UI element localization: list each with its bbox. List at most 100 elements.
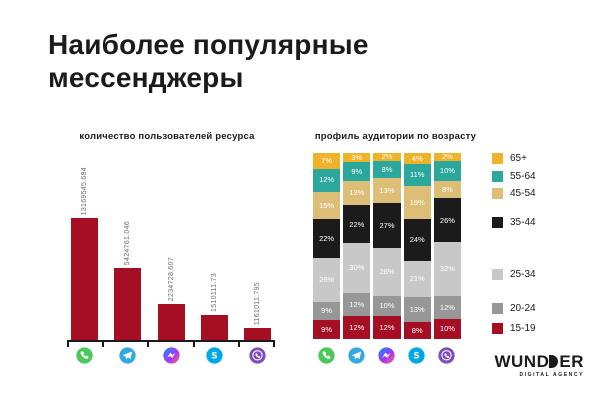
- age-segment-45-54: 19%: [403, 185, 431, 220]
- legend-label: 25-34: [510, 269, 536, 280]
- viber-icon: [438, 347, 455, 364]
- age-segment-15-19: 8%: [403, 321, 431, 339]
- age-segment-65+: 7%: [313, 153, 341, 169]
- legend-swatch: [492, 269, 503, 280]
- age-segment-25-34: 21%: [403, 260, 431, 298]
- stacked-bar-skype: 4% 11% 19% 24% 21% 13% 8%: [403, 153, 431, 339]
- bar-value-label: 1161011.795: [254, 281, 261, 325]
- legend-label: 15-19: [510, 323, 536, 334]
- wunder-logo-tagline: DIGITAL AGENCY: [519, 372, 584, 378]
- whatsapp-icon: [76, 347, 93, 364]
- viber-icon: [249, 347, 266, 364]
- bar-fill: [158, 304, 185, 341]
- telegram-icon: [119, 347, 136, 364]
- bar-fill: [114, 268, 141, 341]
- legend-item-20-24: 20-24: [492, 303, 536, 314]
- bar-value-label: 1510111.73: [211, 273, 218, 312]
- users-bar-viber: 1161011.795: [244, 282, 271, 341]
- legend-swatch: [492, 188, 503, 199]
- legend-swatch: [492, 153, 503, 164]
- legend-label: 45-54: [510, 188, 536, 199]
- users-bar-skype: 1510111.73: [201, 273, 228, 341]
- age-segment-45-54: 8%: [433, 181, 462, 199]
- legend-label: 55-64: [510, 171, 536, 182]
- bar-fill: [201, 315, 228, 341]
- age-segment-55-64: 11%: [403, 164, 431, 186]
- logo-text-part2: ER: [559, 352, 584, 371]
- legend-label: 20-24: [510, 303, 536, 314]
- age-segment-65+: 2%: [373, 153, 401, 162]
- age-segment-55-64: 12%: [313, 168, 341, 192]
- age-segment-20-24: 9%: [313, 301, 341, 321]
- age-segment-55-64: 9%: [343, 162, 371, 181]
- wunder-logo-word: WUND ER: [494, 353, 584, 370]
- age-segment-45-54: 13%: [343, 180, 371, 206]
- legend-swatch: [492, 303, 503, 314]
- age-segment-35-44: 27%: [373, 202, 401, 249]
- age-segment-20-24: 10%: [373, 295, 401, 316]
- legend-label: 35-44: [510, 217, 536, 228]
- whatsapp-icon: [318, 347, 335, 364]
- wunder-logo: WUND ER DIGITAL AGENCY: [494, 353, 584, 378]
- age-segment-15-19: 12%: [373, 315, 401, 339]
- age-segment-65+: 3%: [343, 153, 371, 163]
- stacked-bar-whatsapp: 7% 12% 15% 22% 26% 9% 9%: [313, 153, 341, 340]
- age-segment-20-24: 13%: [403, 297, 431, 322]
- age-segment-25-34: 28%: [373, 248, 401, 296]
- bar-value-label: 5424761.046: [124, 220, 131, 265]
- age-segment-65+: 2%: [433, 153, 462, 162]
- age-segment-65+: 4%: [403, 153, 431, 165]
- messenger-icon: [163, 347, 180, 364]
- age-segment-15-19: 12%: [343, 316, 371, 339]
- legend-item-55-64: 55-64: [492, 171, 536, 182]
- bar-value-label: 13169545.684: [81, 166, 88, 215]
- age-segment-15-19: 10%: [433, 318, 462, 339]
- x-axis: [67, 340, 275, 347]
- age-segment-20-24: 12%: [343, 293, 371, 317]
- age-segment-35-44: 26%: [433, 198, 462, 243]
- stacked-bar-viber: 2% 10% 8% 26% 32% 12% 10%: [433, 153, 462, 339]
- skype-icon: S: [408, 347, 425, 364]
- users-bar-whatsapp: 13169545.684: [71, 167, 98, 341]
- legend-item-15-19: 15-19: [492, 323, 536, 334]
- age-segment-25-34: 26%: [313, 257, 341, 302]
- age-segment-20-24: 12%: [433, 295, 462, 319]
- telegram-icon: [348, 347, 365, 364]
- age-segment-35-44: 24%: [403, 219, 431, 261]
- age-segment-25-34: 30%: [343, 243, 371, 294]
- bar-fill: [244, 328, 271, 341]
- age-segment-45-54: 15%: [313, 191, 341, 220]
- legend-item-65plus: 65+: [492, 153, 527, 164]
- stacked-bar-messenger: 2% 8% 13% 27% 28% 10% 12%: [373, 153, 401, 339]
- stacked-bar-telegram: 3% 9% 13% 22% 30% 12% 12%: [343, 153, 371, 339]
- legend-item-45-54: 45-54: [492, 188, 536, 199]
- age-segment-15-19: 9%: [313, 320, 341, 340]
- age-segment-55-64: 8%: [373, 161, 401, 179]
- page-title-line2: мессенджеры: [48, 62, 244, 94]
- age-segment-45-54: 13%: [373, 178, 401, 203]
- logo-d-mark: [549, 355, 559, 368]
- legend-label: 65+: [510, 153, 527, 164]
- age-segment-35-44: 22%: [313, 219, 341, 258]
- bar-fill: [71, 218, 98, 341]
- users-bar-telegram: 5424761.046: [114, 221, 141, 341]
- skype-icon: S: [206, 347, 223, 364]
- legend-item-25-34: 25-34: [492, 269, 536, 280]
- legend-item-35-44: 35-44: [492, 217, 536, 228]
- messenger-icon: [378, 347, 395, 364]
- users-bar-messenger: 2234728.607: [158, 257, 185, 341]
- age-segment-35-44: 22%: [343, 205, 371, 244]
- bar-value-label: 2234728.607: [168, 256, 175, 301]
- age-chart-title: профиль аудитории по возрасту: [314, 131, 477, 142]
- page-title: Наиболее популярные мессенджеры: [48, 28, 369, 94]
- legend-swatch: [492, 171, 503, 182]
- legend-swatch: [492, 217, 503, 228]
- page-title-line1: Наиболее популярные: [48, 29, 369, 60]
- svg-text:S: S: [413, 352, 419, 362]
- logo-text-part1: WUND: [494, 352, 550, 371]
- age-stacked-chart: 7% 12% 15% 22% 26% 9% 9% 3% 9% 13% 22% 30% 12% 12% 2…: [313, 153, 462, 340]
- svg-text:S: S: [211, 352, 217, 362]
- age-segment-25-34: 32%: [433, 242, 462, 296]
- age-segment-55-64: 10%: [433, 161, 462, 182]
